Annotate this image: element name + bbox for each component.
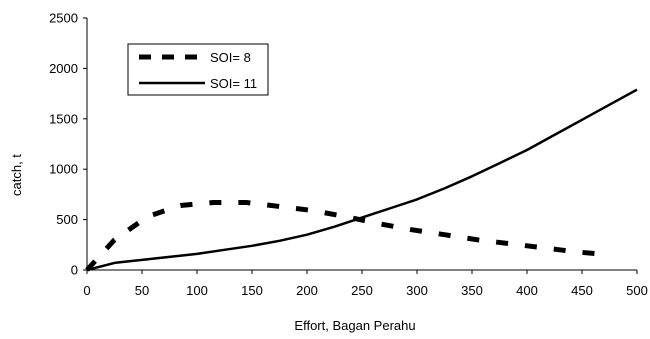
x-tick-label: 0 bbox=[83, 283, 90, 298]
x-tick-label: 150 bbox=[241, 283, 263, 298]
plot-area: 0 500 1000 1500 2000 2500 0 50 100 150 200 250 300 3… bbox=[49, 11, 648, 299]
x-axis-ticks: 0 50 100 150 200 250 300 350 400 450 500 bbox=[83, 270, 648, 298]
y-tick-label: 500 bbox=[56, 212, 78, 227]
y-tick-label: 2000 bbox=[49, 61, 78, 76]
x-tick-label: 350 bbox=[461, 283, 483, 298]
legend-label-soi8: SOI= 8 bbox=[210, 50, 251, 65]
x-tick-label: 450 bbox=[571, 283, 593, 298]
series-layer bbox=[85, 88, 638, 272]
x-tick-label: 50 bbox=[135, 283, 149, 298]
x-tick-label: 250 bbox=[351, 283, 373, 298]
x-tick-label: 500 bbox=[626, 283, 648, 298]
series-line-soi-8 bbox=[85, 200, 610, 272]
legend: SOI= 8 SOI= 11 bbox=[127, 43, 269, 96]
x-axis-title: Effort, Bagan Perahu bbox=[294, 318, 415, 333]
x-tick-label: 200 bbox=[296, 283, 318, 298]
y-axis-ticks: 0 500 1000 1500 2000 2500 bbox=[49, 11, 87, 278]
y-tick-label: 0 bbox=[71, 263, 78, 278]
x-tick-label: 400 bbox=[516, 283, 538, 298]
y-tick-label: 1000 bbox=[49, 162, 78, 177]
series-line-soi-11 bbox=[86, 88, 638, 272]
x-tick-label: 300 bbox=[406, 283, 428, 298]
legend-box bbox=[127, 43, 269, 96]
y-tick-label: 2500 bbox=[49, 11, 78, 26]
y-tick-label: 1500 bbox=[49, 111, 78, 126]
x-tick-label: 100 bbox=[186, 283, 208, 298]
legend-label-soi11: SOI= 11 bbox=[210, 76, 257, 91]
y-axis-title: catch, t bbox=[9, 154, 24, 196]
